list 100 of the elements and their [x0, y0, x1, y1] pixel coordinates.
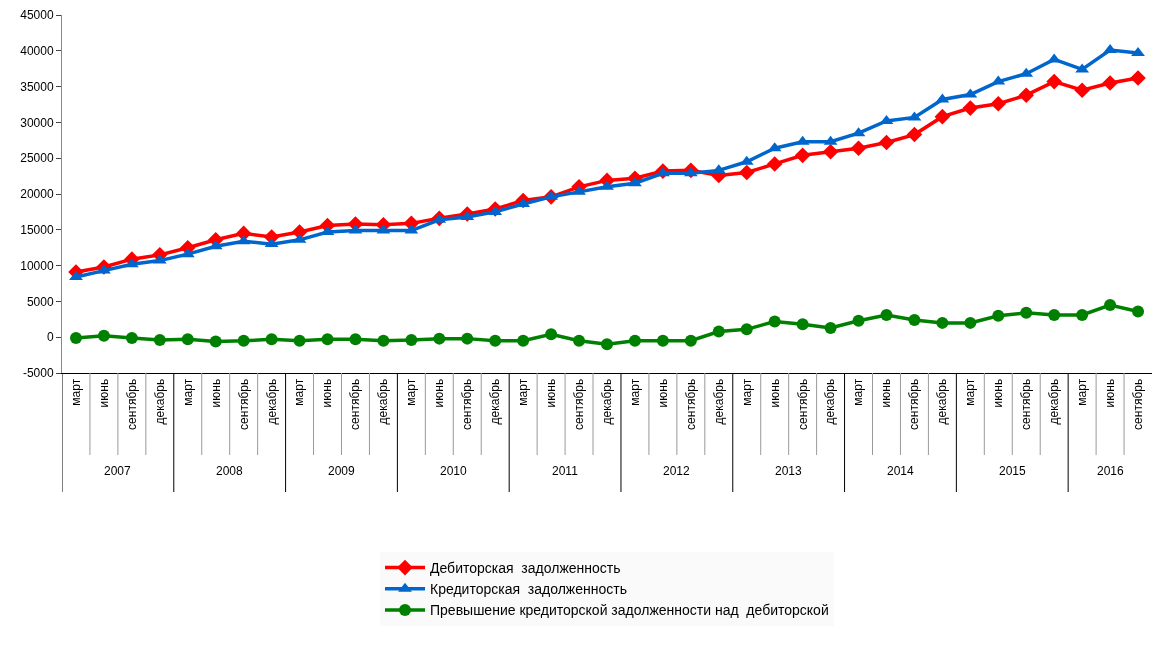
point: [489, 334, 502, 347]
text: 2011: [552, 464, 579, 478]
text: 2010: [440, 464, 468, 478]
point: [964, 316, 977, 329]
point: [850, 140, 867, 156]
text: 2016: [1097, 464, 1125, 478]
point: [265, 333, 278, 346]
point: [712, 325, 725, 338]
x-tick-label: март: [292, 378, 307, 406]
x-tick-label: декабрь: [935, 378, 950, 425]
point: [433, 332, 446, 345]
x-tick-label: март: [739, 378, 754, 406]
x-tick-label: март: [180, 378, 195, 406]
text: 2008: [216, 464, 244, 478]
x-tick-label: март: [851, 378, 866, 406]
x-tick-label: сентябрь: [1130, 378, 1145, 430]
x-tick-label: сентябрь: [571, 378, 586, 430]
point: [906, 126, 923, 143]
text: 2009: [328, 464, 356, 478]
point: [377, 334, 390, 347]
y-tick-label: -5000: [22, 366, 54, 381]
point: [990, 95, 1007, 112]
point: [1131, 46, 1145, 56]
y-tick-label: 30000: [20, 115, 54, 130]
point: [1104, 298, 1117, 311]
point: [1018, 87, 1035, 103]
point: [573, 334, 586, 347]
point: [824, 321, 837, 334]
x-tick-label: сентябрь: [460, 378, 475, 430]
point: [293, 334, 306, 347]
point: [517, 334, 530, 347]
x-tick-label: июнь: [96, 378, 111, 408]
x-tick-label: сентябрь: [795, 378, 810, 430]
point: [1074, 82, 1090, 98]
point: [1076, 309, 1089, 321]
point: [545, 328, 558, 341]
x-tick-label: декабрь: [376, 378, 391, 425]
point: [738, 164, 755, 181]
point: [69, 331, 82, 344]
x-tick-label: декабрь: [1047, 378, 1062, 425]
point: [628, 177, 642, 187]
point: [237, 334, 250, 347]
legend-label: Превышение кредиторской задолженности над дебиторской: [430, 602, 829, 619]
text: 2007: [104, 464, 132, 478]
point: [628, 334, 641, 347]
x-tick-label: март: [404, 378, 419, 406]
x-tick-label: март: [963, 378, 978, 406]
point: [1132, 305, 1145, 318]
x-tick-label: декабрь: [152, 378, 167, 425]
point: [822, 143, 839, 160]
text: 2014: [887, 464, 915, 478]
y-tick-label: 40000: [20, 44, 54, 58]
point: [125, 331, 138, 344]
y-tick-label: 35000: [20, 79, 54, 94]
x-tick-label: сентябрь: [1019, 378, 1034, 430]
point: [766, 156, 783, 172]
point: [209, 335, 222, 348]
point: [880, 309, 893, 321]
point: [934, 108, 951, 125]
point: [1130, 70, 1146, 86]
point: [796, 318, 809, 331]
x-tick-label: июнь: [1102, 378, 1117, 408]
text: 2013: [775, 464, 803, 478]
x-tick-label: март: [516, 378, 531, 406]
x-tick-label: март: [68, 378, 83, 406]
point: [852, 314, 865, 327]
point: [962, 100, 979, 116]
point: [1020, 306, 1033, 319]
point: [69, 271, 83, 281]
point: [600, 180, 614, 190]
point: [878, 134, 895, 151]
text: 2012: [663, 464, 691, 478]
x-tick-label: июнь: [991, 378, 1006, 408]
point: [461, 332, 474, 345]
x-tick-label: июнь: [655, 378, 670, 408]
point: [1048, 309, 1061, 321]
x-tick-label: июнь: [767, 378, 782, 408]
x-tick-label: декабрь: [488, 378, 503, 425]
x-tick-label: декабрь: [823, 378, 838, 425]
x-tick-label: сентябрь: [236, 378, 251, 430]
point: [321, 333, 334, 346]
x-tick-label: июнь: [320, 378, 335, 408]
point: [572, 185, 586, 195]
point: [740, 323, 753, 336]
point: [181, 333, 194, 346]
point: [1046, 73, 1062, 90]
x-tick-label: март: [1075, 378, 1090, 406]
point: [349, 333, 362, 346]
point: [1102, 75, 1118, 91]
x-tick-label: июнь: [208, 378, 223, 408]
y-tick-label: 15000: [20, 223, 54, 237]
y-tick-label: 25000: [20, 151, 54, 166]
point: [684, 334, 697, 347]
point: [908, 314, 921, 327]
point: [936, 316, 949, 329]
x-tick-label: июнь: [544, 378, 558, 408]
point: [656, 334, 669, 347]
x-tick-label: сентябрь: [683, 378, 698, 430]
x-tick-label: сентябрь: [348, 378, 363, 430]
x-tick-label: сентябрь: [907, 378, 922, 430]
